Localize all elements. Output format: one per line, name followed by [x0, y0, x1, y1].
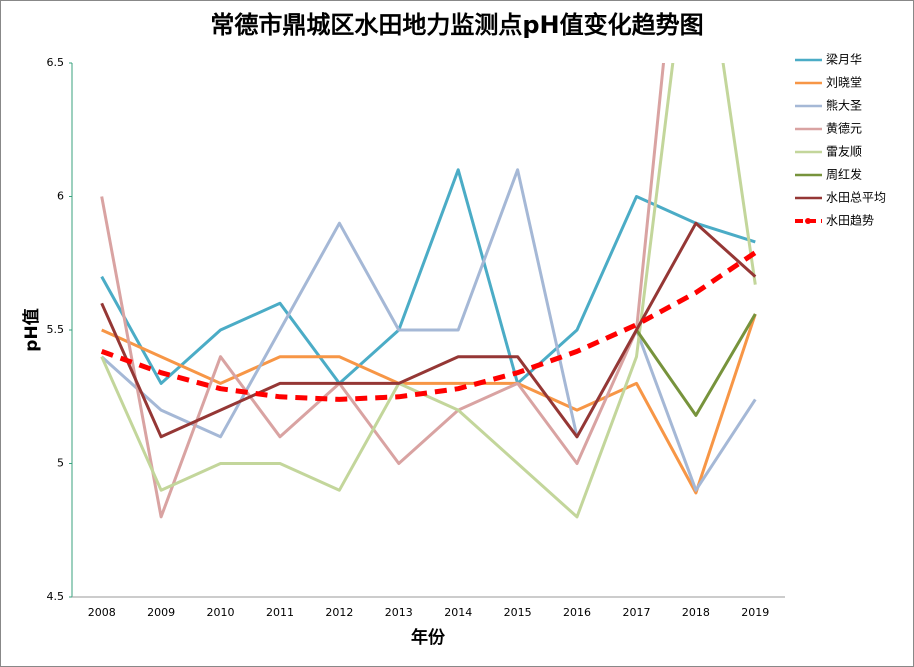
x-tick-label: 2013	[385, 606, 413, 619]
legend-label: 黄德元	[826, 121, 862, 136]
y-tick-label: 5.5	[47, 323, 65, 336]
legend-label: 熊大圣	[826, 98, 862, 113]
x-tick-label: 2011	[266, 606, 294, 619]
x-tick-label: 2016	[563, 606, 591, 619]
plot-area	[100, 63, 757, 519]
x-tick-label: 2008	[88, 606, 116, 619]
x-tick-label: 2014	[444, 606, 472, 619]
series-line	[635, 313, 757, 417]
legend-label: 刘晓堂	[826, 76, 862, 90]
y-axis-title: pH值	[21, 308, 42, 351]
series-line	[101, 313, 757, 495]
legend-label: 周红发	[826, 167, 862, 182]
legend-label: 梁月华	[826, 52, 862, 67]
x-tick-label: 2009	[147, 606, 175, 619]
legend-label: 水田趋势	[826, 214, 874, 228]
x-tick-label: 2012	[325, 606, 353, 619]
x-tick-label: 2015	[504, 606, 532, 619]
series-line	[100, 63, 666, 519]
x-axis-title: 年份	[411, 627, 446, 648]
x-tick-label: 2019	[741, 606, 769, 619]
series-line	[100, 63, 757, 519]
y-tick-label: 5	[57, 457, 64, 470]
legend-label: 雷友顺	[826, 145, 862, 159]
y-tick-label: 4.5	[47, 590, 65, 603]
x-tick-label: 2017	[622, 606, 650, 619]
x-tick-label: 2010	[207, 606, 235, 619]
y-tick-label: 6.5	[47, 56, 65, 69]
series-line	[100, 168, 757, 492]
legend-marker	[805, 218, 811, 224]
legend-label: 水田总平均	[826, 191, 886, 205]
series-line	[100, 168, 756, 385]
y-tick-label: 6	[57, 190, 64, 203]
series-line	[100, 250, 757, 402]
series-line	[100, 221, 757, 439]
x-tick-label: 2018	[682, 606, 710, 619]
chart-title: 常德市鼎城区水田地力监测点pH值变化趋势图	[210, 11, 703, 39]
